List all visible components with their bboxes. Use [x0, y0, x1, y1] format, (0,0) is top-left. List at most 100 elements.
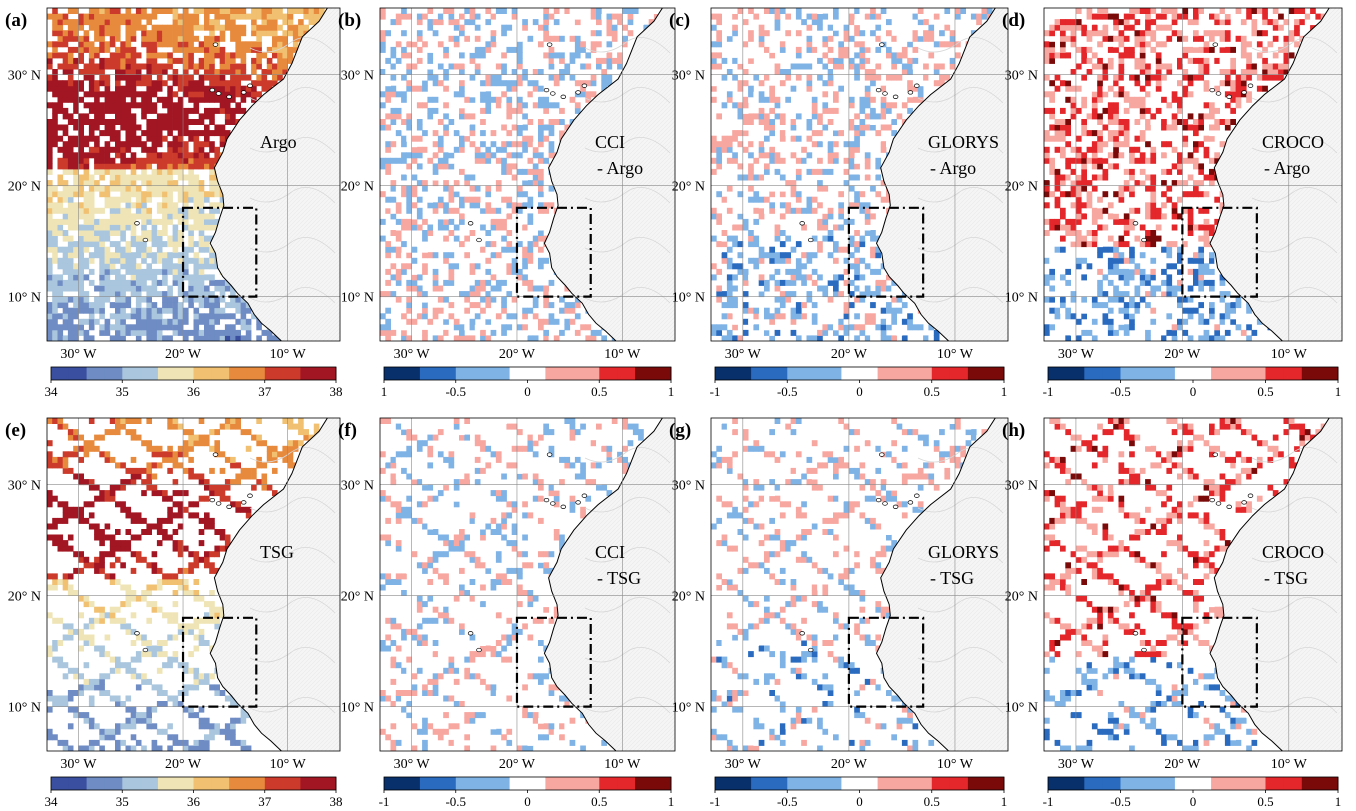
data-cell — [1129, 46, 1135, 53]
data-cell — [854, 196, 860, 203]
data-cell — [742, 291, 749, 298]
data-cell — [73, 213, 79, 220]
data-cell — [235, 52, 241, 59]
data-cell — [209, 296, 215, 303]
data-cell — [854, 268, 860, 275]
data-cell — [1049, 30, 1055, 37]
data-cell — [1150, 274, 1157, 281]
data-cell — [130, 274, 137, 281]
data-cell — [721, 102, 728, 109]
data-cell — [214, 335, 220, 341]
data-cell — [1139, 252, 1146, 259]
data-cell — [790, 152, 797, 159]
data-cell — [627, 13, 634, 20]
data-cell — [495, 252, 502, 259]
data-cell — [432, 130, 439, 137]
data-cell — [109, 291, 116, 298]
data-cell — [230, 69, 236, 75]
data-cell — [764, 307, 770, 314]
data-cell — [1060, 46, 1066, 53]
data-cell — [923, 19, 929, 26]
data-cell — [553, 35, 560, 42]
data-cell — [1113, 107, 1119, 114]
data-cell — [864, 291, 871, 298]
data-cell — [1139, 46, 1146, 53]
rivers — [917, 36, 1004, 304]
data-cell — [99, 91, 105, 98]
data-cell — [1113, 263, 1119, 270]
data-cell — [401, 46, 407, 53]
data-cell — [501, 302, 507, 309]
data-cell — [838, 63, 844, 70]
data-cell — [427, 19, 434, 26]
data-cell — [52, 69, 58, 75]
data-cell — [769, 91, 775, 98]
data-cell — [748, 230, 754, 236]
data-cell — [1278, 69, 1284, 75]
data-cell — [464, 296, 470, 303]
data-cell — [214, 329, 220, 336]
data-cell — [251, 91, 257, 98]
data-cell — [774, 24, 781, 31]
data-cell — [833, 57, 839, 64]
data-cell — [574, 46, 581, 53]
data-cell — [406, 224, 412, 231]
data-cell — [1049, 274, 1055, 281]
data-cell — [543, 302, 549, 309]
data-cell — [480, 285, 486, 292]
data-cell — [130, 224, 137, 231]
data-cell — [1235, 96, 1242, 103]
data-cell — [167, 141, 173, 148]
data-cell — [1054, 246, 1061, 253]
data-cell — [104, 130, 111, 137]
data-cell — [193, 107, 200, 114]
data-cell — [406, 52, 412, 59]
data-cell — [1161, 74, 1167, 81]
data-cell — [1203, 218, 1210, 225]
colorbar-segment — [211, 367, 230, 380]
data-cell — [172, 252, 179, 259]
data-cell — [838, 291, 844, 298]
data-cell — [443, 235, 449, 242]
data-cell — [47, 213, 53, 220]
data-cell — [99, 168, 105, 175]
data-cell — [748, 235, 754, 242]
data-cell — [99, 152, 105, 159]
data-cell — [1107, 135, 1114, 142]
colorbar-tick-label: 1 — [1001, 384, 1008, 399]
data-cell — [448, 8, 455, 14]
data-cell — [790, 191, 797, 198]
data-cell — [779, 174, 786, 181]
data-cell — [517, 102, 523, 109]
colorbar-segment — [527, 367, 546, 380]
data-cell — [183, 218, 189, 225]
data-cell — [553, 52, 560, 59]
data-cell — [401, 135, 407, 142]
data-cell — [543, 296, 549, 303]
data-cell — [864, 46, 871, 53]
data-cell — [422, 74, 428, 81]
data-cell — [1113, 268, 1119, 275]
data-cell — [62, 63, 69, 70]
data-cell — [1198, 285, 1204, 292]
data-cell — [817, 224, 823, 231]
data-cell — [57, 285, 64, 292]
data-cell — [99, 296, 105, 303]
data-cell — [769, 8, 775, 14]
data-cell — [806, 85, 813, 92]
data-cell — [88, 52, 95, 59]
data-cell — [806, 41, 813, 48]
data-cell — [125, 135, 132, 142]
data-cell — [1161, 213, 1167, 220]
data-cell — [1081, 274, 1087, 281]
data-cell — [1129, 313, 1135, 320]
data-cell — [1123, 185, 1130, 192]
data-cell — [1054, 180, 1061, 187]
data-cell — [764, 168, 770, 175]
data-cell — [485, 207, 492, 214]
data-cell — [485, 157, 492, 164]
data-cell — [209, 113, 215, 120]
data-cell — [395, 157, 402, 164]
data-cell — [779, 202, 786, 209]
